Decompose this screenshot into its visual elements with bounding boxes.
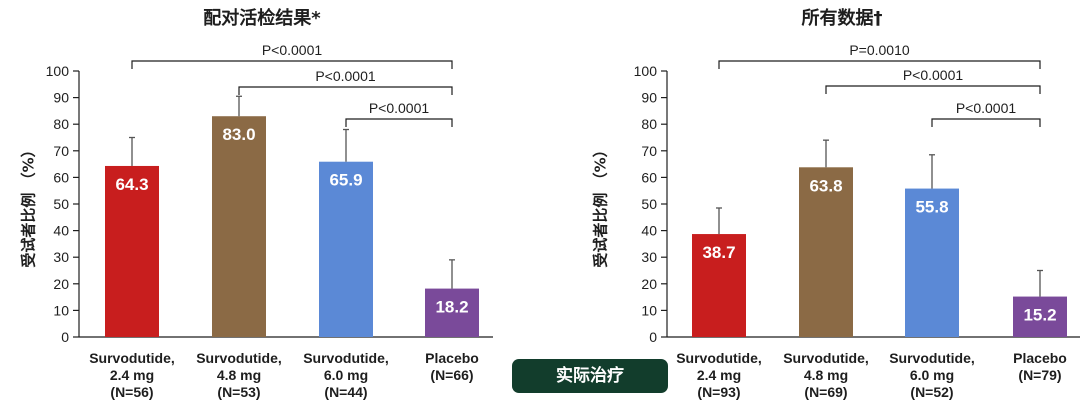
bar-value-label: 15.2 <box>1023 306 1056 325</box>
category-label-line: 4.8 mg <box>216 367 262 383</box>
y-tick-label: 40 <box>53 223 69 239</box>
bar <box>105 165 159 337</box>
p-value-label: P<0.0001 <box>315 68 376 84</box>
comparison-bracket <box>345 118 453 127</box>
y-tick-label: 70 <box>641 143 657 159</box>
left-panel-title: 配对活检结果* <box>203 8 321 29</box>
y-tick-label: 20 <box>53 276 69 292</box>
category-label-line: Survodutide, <box>196 350 282 366</box>
bar-value-label: 55.8 <box>915 198 948 217</box>
right-panel-title: 所有数据† <box>801 8 883 29</box>
category-label-line: Survodutide, <box>889 350 975 366</box>
bar <box>1013 296 1067 337</box>
category-label-line: (N=56) <box>110 384 154 400</box>
bar-value-label: 38.7 <box>702 243 735 262</box>
comparison-bracket <box>931 118 1041 127</box>
category-label-line: (N=79) <box>1018 367 1062 383</box>
y-tick-label: 60 <box>641 169 657 185</box>
bar <box>319 161 373 337</box>
p-value-label: P<0.0001 <box>956 100 1017 116</box>
category-label-line: (N=53) <box>217 384 261 400</box>
category-label-line: 2.4 mg <box>696 367 742 383</box>
category-label-line: (N=66) <box>430 367 474 383</box>
y-tick-label: 70 <box>53 143 69 159</box>
category-label: Survodutide, 2.4 mg (N=93) <box>660 350 778 401</box>
category-label-line: Survodutide, <box>676 350 762 366</box>
category-label-line: 6.0 mg <box>323 367 369 383</box>
y-tick-label: 80 <box>53 116 69 132</box>
category-label-line: 6.0 mg <box>909 367 955 383</box>
y-tick-label: 100 <box>46 63 70 79</box>
p-value-label: P<0.0001 <box>262 42 323 58</box>
category-label: Placebo (N=66) <box>393 350 511 384</box>
category-label: Survodutide, 4.8 mg (N=69) <box>767 350 885 401</box>
bar <box>212 116 266 337</box>
bar <box>905 188 959 337</box>
category-label-line: Placebo <box>425 350 479 366</box>
y-tick-label: 20 <box>641 276 657 292</box>
p-value-label: P<0.0001 <box>903 67 964 83</box>
category-label-line: (N=52) <box>910 384 954 400</box>
category-label-line: (N=93) <box>697 384 741 400</box>
comparison-bracket <box>131 60 453 69</box>
chart-panel-0: 0 10 20 30 40 50 60 70 80 90 100 64.3 83.0 65.9 18.2 P<… <box>46 42 493 345</box>
y-tick-label: 60 <box>53 169 69 185</box>
category-label-line: 2.4 mg <box>109 367 155 383</box>
y-tick-label: 40 <box>641 223 657 239</box>
y-tick-label: 50 <box>641 196 657 212</box>
comparison-bracket <box>238 86 453 95</box>
category-label-line: Survodutide, <box>89 350 175 366</box>
chart-panel-1: 0 10 20 30 40 50 60 70 80 90 100 38.7 63.8 55.8 15.2 P=… <box>634 42 1080 345</box>
category-label: Survodutide, 6.0 mg (N=44) <box>287 350 405 401</box>
bar-value-label: 18.2 <box>435 298 468 317</box>
y-tick-label: 0 <box>61 329 69 345</box>
bar-value-label: 63.8 <box>809 176 842 195</box>
category-label-line: 4.8 mg <box>803 367 849 383</box>
y-tick-label: 10 <box>641 302 657 318</box>
y-tick-label: 30 <box>641 249 657 265</box>
category-label-line: Survodutide, <box>783 350 869 366</box>
bar-value-label: 65.9 <box>329 171 362 190</box>
y-tick-label: 90 <box>53 90 69 106</box>
category-label: Placebo (N=79) <box>981 350 1080 384</box>
category-label: Survodutide, 6.0 mg (N=52) <box>873 350 991 401</box>
actual-treatment-badge: 实际治疗 <box>512 359 668 393</box>
category-label-line: Placebo <box>1013 350 1067 366</box>
y-tick-label: 30 <box>53 249 69 265</box>
y-tick-label: 80 <box>641 116 657 132</box>
bar <box>799 167 853 337</box>
category-label-line: Survodutide, <box>303 350 389 366</box>
category-label: Survodutide, 2.4 mg (N=56) <box>73 350 191 401</box>
y-tick-label: 0 <box>649 329 657 345</box>
bar-value-label: 64.3 <box>115 175 148 194</box>
y-tick-label: 100 <box>634 63 658 79</box>
category-label: Survodutide, 4.8 mg (N=53) <box>180 350 298 401</box>
bar <box>425 288 479 337</box>
y-tick-label: 90 <box>641 90 657 106</box>
p-value-label: P<0.0001 <box>369 100 430 116</box>
comparison-bracket <box>718 60 1041 69</box>
p-value-label: P=0.0010 <box>849 42 910 58</box>
bar-value-label: 83.0 <box>222 125 255 144</box>
y-tick-label: 50 <box>53 196 69 212</box>
category-label-line: (N=69) <box>804 384 848 400</box>
y-tick-label: 10 <box>53 302 69 318</box>
category-label-line: (N=44) <box>324 384 368 400</box>
comparison-bracket <box>825 85 1041 94</box>
bar <box>692 234 746 337</box>
